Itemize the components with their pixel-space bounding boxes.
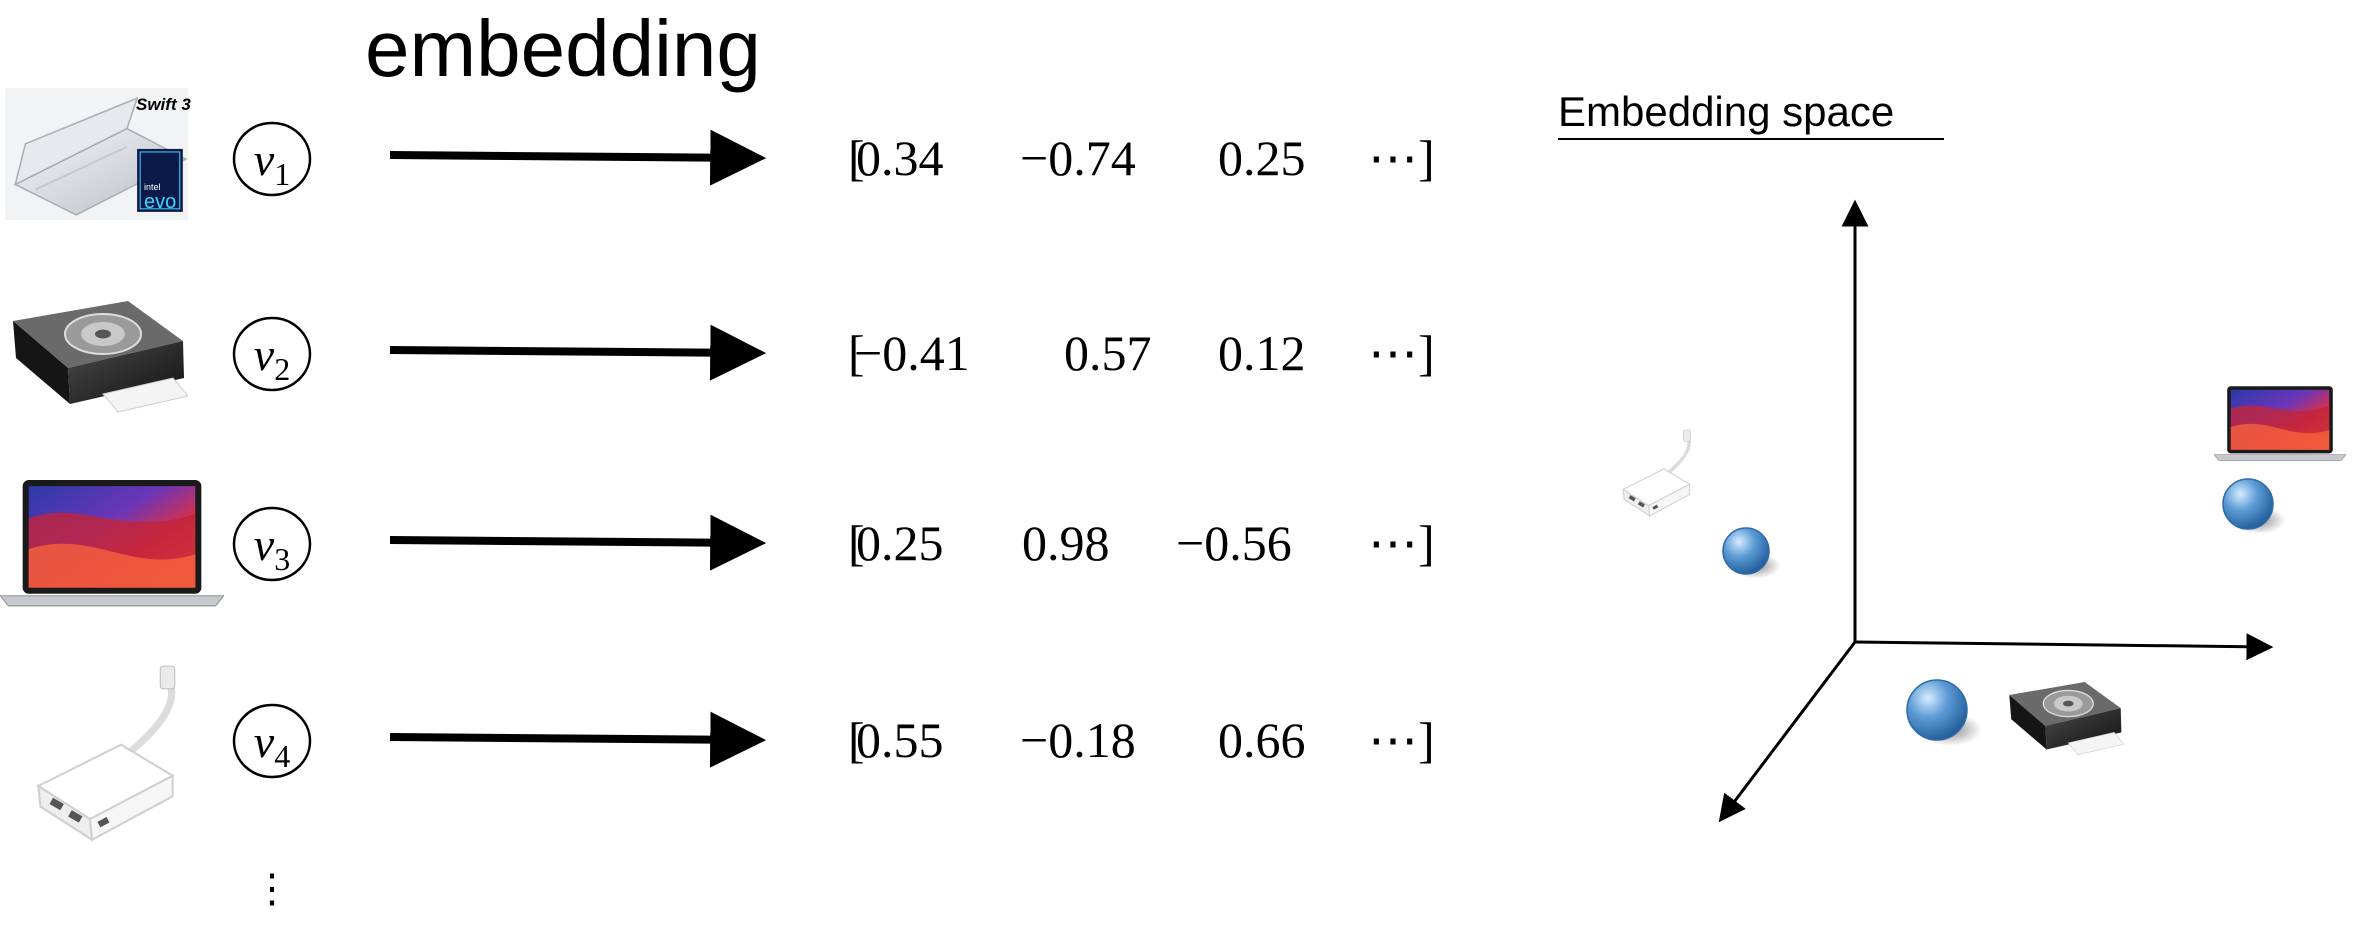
embedding-arrow [389, 514, 767, 571]
vector-close-bracket: ] [1418, 712, 1435, 768]
vector-open-bracket: [ [848, 515, 865, 571]
vector-value: 0.12 [1218, 325, 1306, 381]
vector-value: 0.66 [1218, 712, 1306, 768]
usb-c-adapter-icon [38, 666, 174, 840]
vector-ellipsis: ⋯ [1368, 325, 1418, 381]
embedding-row: v4 [0.55 −0.18 0.66 ⋯] [38, 666, 1435, 840]
embedding-point [2214, 385, 2346, 534]
vector-value: −0.18 [1020, 712, 1136, 768]
vector-ellipsis: ⋯ [1368, 712, 1418, 768]
vector-open-bracket: [ [848, 325, 865, 381]
variable-circle [232, 703, 312, 779]
vector-value: 0.25 [1218, 130, 1306, 186]
vector-value: −0.41 [854, 325, 970, 381]
vector-value: −0.74 [1020, 130, 1136, 186]
embedding-sphere [2222, 478, 2274, 530]
more-items-ellipsis: ⋮ [252, 866, 292, 911]
diagram-title: embedding [365, 4, 761, 93]
laptop-brand-label: Swift 3 [136, 95, 191, 114]
macbook-icon [2214, 385, 2346, 461]
vector-value: 0.98 [1022, 515, 1110, 571]
badge-main-label: evo [144, 191, 176, 213]
embedding-row: v1 [0.34 −0.74 0.25 ⋯] [4, 88, 1435, 220]
instant-camera-icon [11, 299, 188, 414]
vector-close-bracket: ] [1418, 515, 1435, 571]
vector-value: −0.56 [1176, 515, 1292, 571]
instant-camera-icon [2008, 681, 2124, 756]
embedding-arrow [389, 129, 767, 186]
embedding-rows: v1 [0.34 −0.74 0.25 ⋯]v2 [−0.41 0.57 0.12 ⋯]v3 [0… [0, 88, 1435, 840]
embedding-arrow [389, 711, 767, 768]
variable-subscript: 4 [274, 738, 290, 774]
variable-circle [232, 316, 312, 392]
embedding-arrow [389, 324, 767, 381]
vector-value: 0.55 [856, 712, 944, 768]
embedding-row: v3 [0.25 0.98 −0.56 ⋯] [0, 479, 1435, 607]
embedding-point [1621, 428, 1781, 579]
vector-ellipsis: ⋯ [1368, 515, 1418, 571]
embedding-axes [1718, 199, 2274, 823]
variable-circle [232, 506, 312, 582]
vector-value: 0.34 [856, 130, 944, 186]
variable-subscript: 3 [274, 541, 290, 577]
macbook-icon [0, 479, 224, 607]
z-axis [1718, 641, 1857, 823]
variable-circle [232, 121, 312, 197]
embedding-space-title: Embedding space [1558, 88, 1894, 135]
vector-value: 0.25 [856, 515, 944, 571]
embedding-sphere [1722, 527, 1770, 575]
vector-close-bracket: ] [1418, 130, 1435, 186]
vector-ellipsis: ⋯ [1368, 130, 1418, 186]
embedding-space-points [1621, 385, 2346, 756]
embedding-row: v2 [−0.41 0.57 0.12 ⋯] [11, 299, 1435, 414]
variable-subscript: 2 [274, 351, 290, 387]
embedding-sphere [1906, 679, 1968, 741]
x-axis [1854, 633, 2274, 661]
vector-close-bracket: ] [1418, 325, 1435, 381]
badge-small-label: intel [144, 182, 161, 192]
usb-c-adapter-icon [1621, 428, 1693, 518]
vector-value: 0.57 [1064, 325, 1152, 381]
vector-open-bracket: [ [848, 712, 865, 768]
embedding-point [1906, 679, 2124, 756]
variable-subscript: 1 [274, 156, 290, 192]
vector-open-bracket: [ [848, 130, 865, 186]
